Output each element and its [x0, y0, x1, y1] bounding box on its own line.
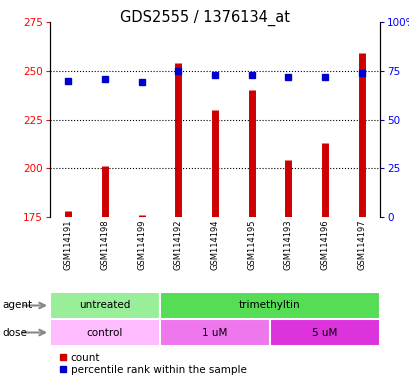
- Bar: [270, 319, 379, 346]
- Bar: [160, 319, 270, 346]
- Text: GSM114195: GSM114195: [247, 219, 256, 270]
- Text: GSM114198: GSM114198: [100, 219, 109, 270]
- Text: GSM114197: GSM114197: [356, 219, 365, 270]
- Text: GDS2555 / 1376134_at: GDS2555 / 1376134_at: [120, 10, 289, 26]
- Bar: [50, 319, 160, 346]
- Legend: count, percentile rank within the sample: count, percentile rank within the sample: [55, 348, 250, 379]
- Bar: [50, 292, 160, 319]
- Text: 1 uM: 1 uM: [202, 328, 227, 338]
- Text: GSM114194: GSM114194: [210, 219, 219, 270]
- Text: GSM114199: GSM114199: [137, 219, 146, 270]
- Text: 5 uM: 5 uM: [312, 328, 337, 338]
- Text: dose: dose: [2, 328, 27, 338]
- Text: control: control: [87, 328, 123, 338]
- Text: GSM114196: GSM114196: [320, 219, 329, 270]
- Bar: [160, 292, 379, 319]
- Text: agent: agent: [2, 301, 32, 311]
- Text: GSM114192: GSM114192: [173, 219, 182, 270]
- Text: trimethyltin: trimethyltin: [238, 301, 300, 311]
- Text: GSM114191: GSM114191: [64, 219, 73, 270]
- Text: untreated: untreated: [79, 301, 130, 311]
- Text: GSM114193: GSM114193: [283, 219, 292, 270]
